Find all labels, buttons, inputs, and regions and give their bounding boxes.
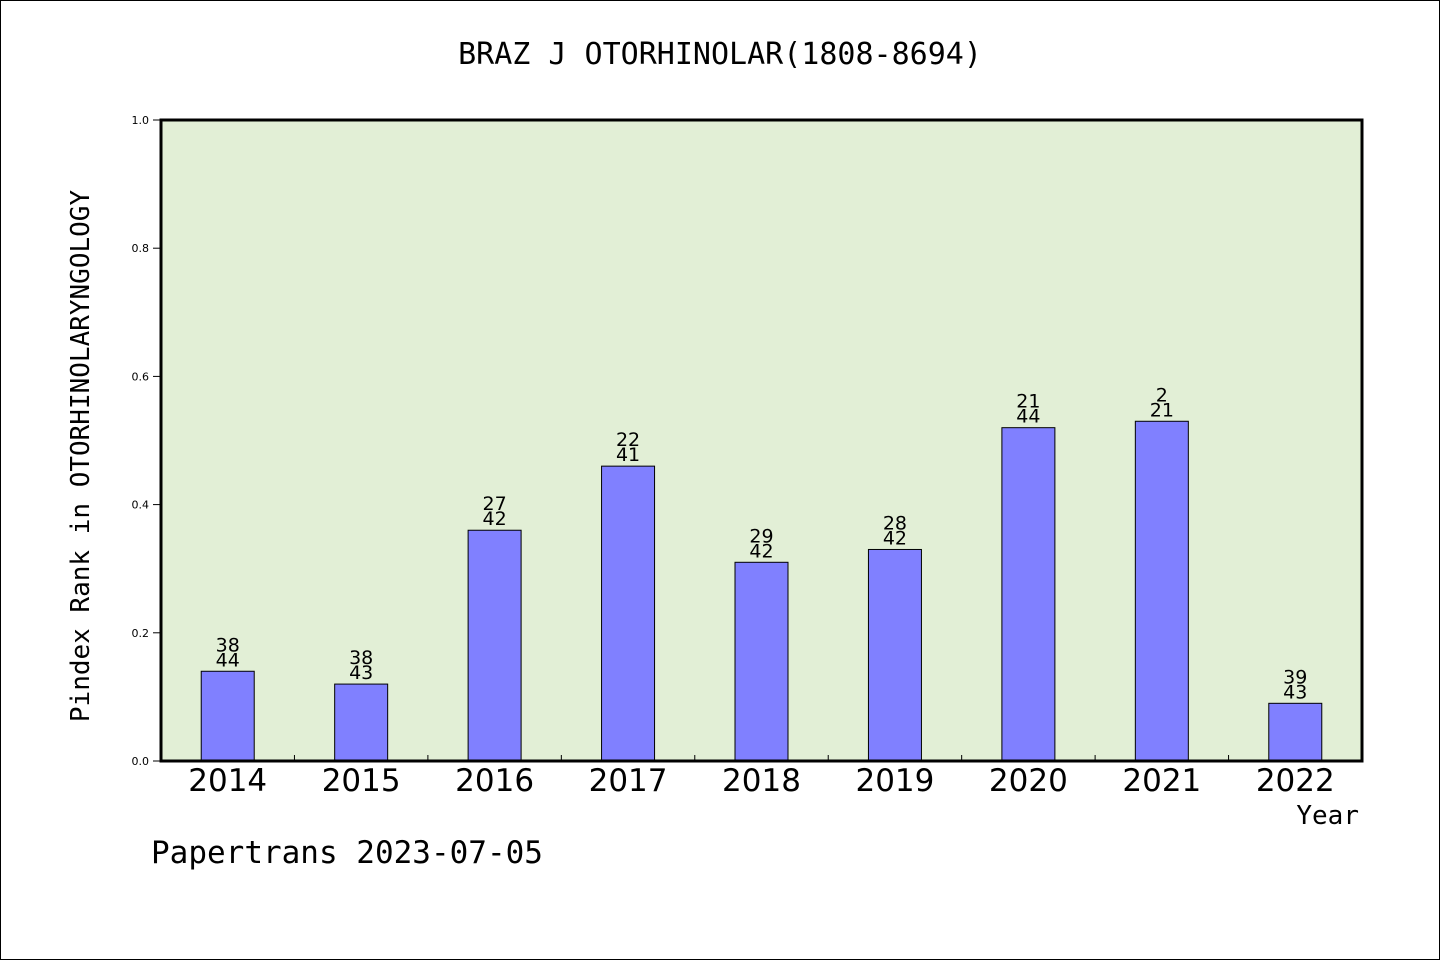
x-tick-label: 2022	[1256, 763, 1335, 799]
y-tick-label: 0.0	[132, 755, 150, 768]
y-tick-label: 1.0	[132, 114, 150, 127]
bar-rank-label: 2	[1156, 384, 1168, 406]
bar	[1268, 702, 1323, 762]
x-tick-label: 2018	[722, 763, 801, 799]
bar	[601, 465, 656, 762]
bar-total-label: 43	[1283, 681, 1307, 703]
bar-rank-label: 39	[1283, 666, 1307, 688]
bar	[200, 670, 255, 762]
x-tick-label: 2015	[322, 763, 401, 799]
y-tick-label: 0.2	[132, 627, 150, 640]
bar-rank-label: 22	[616, 429, 640, 451]
bar-rank-label: 38	[349, 647, 373, 669]
y-tick-label: 0.6	[132, 370, 150, 383]
bar-total-label: 41	[616, 444, 640, 466]
bar-total-label: 21	[1150, 399, 1174, 421]
bar-total-label: 42	[483, 508, 507, 530]
x-tick-label: 2021	[1122, 763, 1201, 799]
bar	[334, 683, 389, 762]
plot-border	[159, 118, 1364, 763]
bar-rank-label: 29	[749, 525, 773, 547]
bar-total-label: 44	[216, 649, 240, 671]
y-tick-label: 0.8	[132, 242, 150, 255]
y-tick-label: 0.4	[132, 499, 150, 512]
x-tick-label: 2019	[855, 763, 934, 799]
bar-rank-label: 28	[883, 512, 907, 534]
x-tick-label: 2017	[589, 763, 668, 799]
bar	[1001, 427, 1056, 762]
x-axis-label: Year	[1296, 801, 1359, 831]
x-tick-label: 2020	[989, 763, 1068, 799]
bar	[1134, 420, 1189, 762]
bar	[867, 548, 922, 762]
x-tick-label: 2014	[188, 763, 267, 799]
bar-total-label: 42	[749, 540, 773, 562]
bar	[467, 529, 522, 762]
chart-title: BRAZ J OTORHINOLAR(1808-8694)	[458, 37, 982, 72]
bar-total-label: 43	[349, 662, 373, 684]
footer-credit: Papertrans 2023-07-05	[151, 835, 543, 871]
bar-rank-label: 21	[1016, 391, 1040, 413]
bar-rank-label: 27	[483, 493, 507, 515]
x-tick-label: 2016	[455, 763, 534, 799]
bar-total-label: 44	[1016, 406, 1040, 428]
bar-rank-label: 38	[216, 634, 240, 656]
bar-total-label: 42	[883, 527, 907, 549]
bar	[734, 561, 789, 762]
